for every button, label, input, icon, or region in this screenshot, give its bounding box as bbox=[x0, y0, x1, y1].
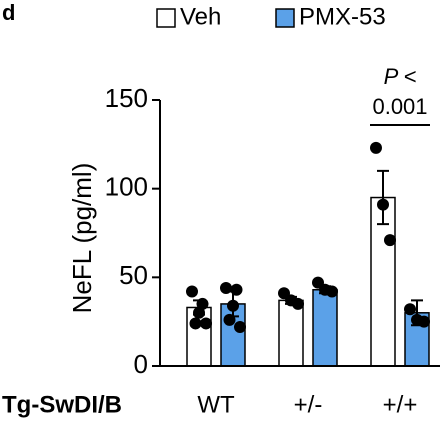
data-point bbox=[186, 285, 198, 298]
data-point bbox=[189, 317, 202, 330]
bar bbox=[312, 288, 338, 367]
data-point bbox=[227, 299, 239, 312]
x-tick-label: WT bbox=[197, 391, 235, 418]
data-point bbox=[384, 234, 396, 247]
data-point bbox=[193, 306, 205, 319]
y-tick-label: 50 bbox=[119, 260, 148, 290]
legend-label: PMX-53 bbox=[299, 3, 386, 30]
x-tick-label: +/- bbox=[294, 391, 323, 418]
y-tick-label: 0 bbox=[134, 349, 148, 379]
data-point bbox=[220, 281, 232, 294]
bar bbox=[278, 299, 304, 367]
y-axis-label: NeFL (pg/ml) bbox=[67, 163, 97, 314]
y-tick-label: 150 bbox=[105, 83, 148, 113]
data-point bbox=[200, 317, 212, 330]
data-point bbox=[377, 198, 389, 211]
data-point bbox=[292, 297, 304, 310]
data-point bbox=[223, 313, 236, 326]
data-point bbox=[404, 303, 416, 316]
legend-swatch bbox=[275, 8, 295, 28]
y-tick-label: 100 bbox=[105, 172, 148, 202]
x-axis-label: Tg-SwDI/B bbox=[2, 391, 122, 418]
x-tick-label: +/+ bbox=[383, 391, 418, 418]
data-point bbox=[326, 285, 338, 298]
data-point bbox=[234, 320, 246, 333]
annotation-line: P < bbox=[384, 64, 417, 89]
error-bar bbox=[377, 169, 389, 226]
annotation-line: 0.001 bbox=[372, 94, 427, 119]
legend-swatch bbox=[156, 8, 176, 28]
legend-label: Veh bbox=[180, 3, 221, 30]
data-point bbox=[418, 315, 430, 328]
data-point bbox=[230, 283, 243, 296]
data-point bbox=[370, 141, 382, 154]
panel-label: d bbox=[2, 0, 15, 25]
